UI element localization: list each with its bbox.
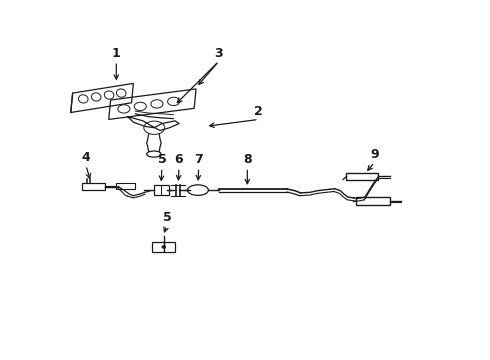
Text: 8: 8 [243,153,252,166]
Text: 3: 3 [215,47,223,60]
Text: 4: 4 [81,151,90,164]
Ellipse shape [162,246,166,248]
Text: 7: 7 [195,153,203,166]
Text: 5: 5 [163,211,172,224]
Text: 1: 1 [112,47,121,60]
Text: 6: 6 [174,153,183,166]
Text: 9: 9 [370,148,379,161]
Text: 5: 5 [157,153,166,166]
Text: 2: 2 [254,105,263,118]
